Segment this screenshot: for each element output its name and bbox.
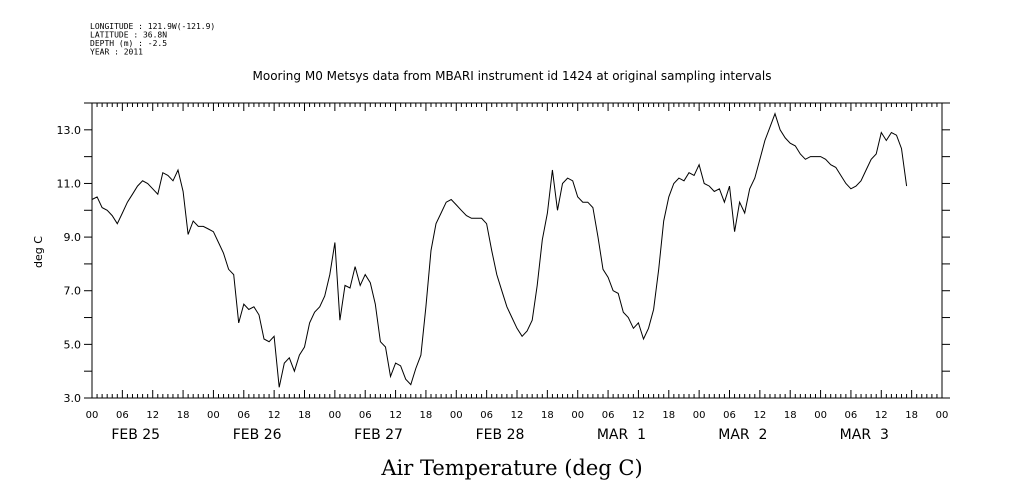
meta-line: YEAR : 2011	[90, 48, 143, 57]
hour-tick-label: 00	[693, 410, 706, 421]
day-label: MAR 2	[718, 427, 767, 443]
chart-title: Mooring M0 Metsys data from MBARI instru…	[253, 69, 772, 83]
hour-tick-label: 06	[359, 410, 372, 421]
hour-tick-label: 12	[511, 410, 524, 421]
hour-tick-label: 12	[753, 410, 766, 421]
meta-line: DEPTH (m) : -2.5	[90, 39, 167, 48]
axis-ticks	[84, 102, 950, 399]
hour-tick-label: 12	[875, 410, 888, 421]
hour-tick-label: 06	[480, 410, 493, 421]
day-label: FEB 28	[476, 427, 525, 443]
hour-tick-label: 18	[541, 410, 554, 421]
meta-line: LATITUDE : 36.8N	[90, 31, 167, 40]
hour-tick-label: 00	[814, 410, 827, 421]
hour-tick-label: 00	[207, 410, 220, 421]
hour-tick-label: 12	[146, 410, 159, 421]
y-tick-label: 13.0	[57, 124, 82, 137]
day-label: FEB 27	[354, 427, 403, 443]
y-axis-label: deg C	[32, 236, 45, 268]
hour-tick-label: 06	[602, 410, 615, 421]
y-axis-tick-labels: 3.0 5.0 7.0 9.0 11.0 13.0	[57, 124, 82, 405]
x-axis-title: Air Temperature (deg C)	[380, 456, 642, 480]
y-tick-label: 11.0	[57, 177, 82, 190]
day-label: FEB 25	[111, 427, 160, 443]
hour-tick-label: 00	[86, 410, 99, 421]
day-label: MAR 3	[840, 427, 889, 443]
hour-tick-label: 06	[116, 410, 129, 421]
y-tick-label: 3.0	[64, 392, 82, 405]
hour-tick-label: 18	[177, 410, 190, 421]
hour-tick-label: 00	[450, 410, 463, 421]
hour-tick-label: 18	[784, 410, 797, 421]
hour-tick-label: 18	[662, 410, 675, 421]
meta-line: LONGITUDE : 121.9W(-121.9)	[90, 22, 215, 31]
hour-tick-label: 12	[632, 410, 645, 421]
y-tick-label: 5.0	[64, 338, 82, 351]
hour-tick-label: 12	[268, 410, 281, 421]
hour-tick-label: 18	[420, 410, 433, 421]
x-axis-day-labels: FEB 25 FEB 26 FEB 27 FEB 28 MAR 1 MAR 2 MAR 3	[111, 427, 889, 443]
air-temperature-series-line	[91, 112, 908, 388]
hour-tick-label: 18	[905, 410, 918, 421]
hour-tick-label: 06	[237, 410, 250, 421]
hour-tick-label: 06	[723, 410, 736, 421]
hour-tick-label: 06	[845, 410, 858, 421]
day-label: MAR 1	[597, 427, 646, 443]
x-axis-hour-labels: 00 06 12 18 00 06 12 18 00 06 12 18 00 06 12 18 00 06 12 18…	[86, 410, 949, 421]
plot-frame	[91, 102, 943, 399]
mooring-metadata: LONGITUDE : 121.9W(-121.9)LATITUDE : 36.…	[90, 22, 215, 57]
day-label: FEB 26	[233, 427, 282, 443]
hour-tick-label: 00	[571, 410, 584, 421]
hour-tick-label: 00	[328, 410, 341, 421]
hour-tick-label: 12	[389, 410, 402, 421]
hour-tick-label: 00	[936, 410, 949, 421]
hour-tick-label: 18	[298, 410, 311, 421]
y-tick-label: 7.0	[64, 285, 82, 298]
y-tick-label: 9.0	[64, 231, 82, 244]
